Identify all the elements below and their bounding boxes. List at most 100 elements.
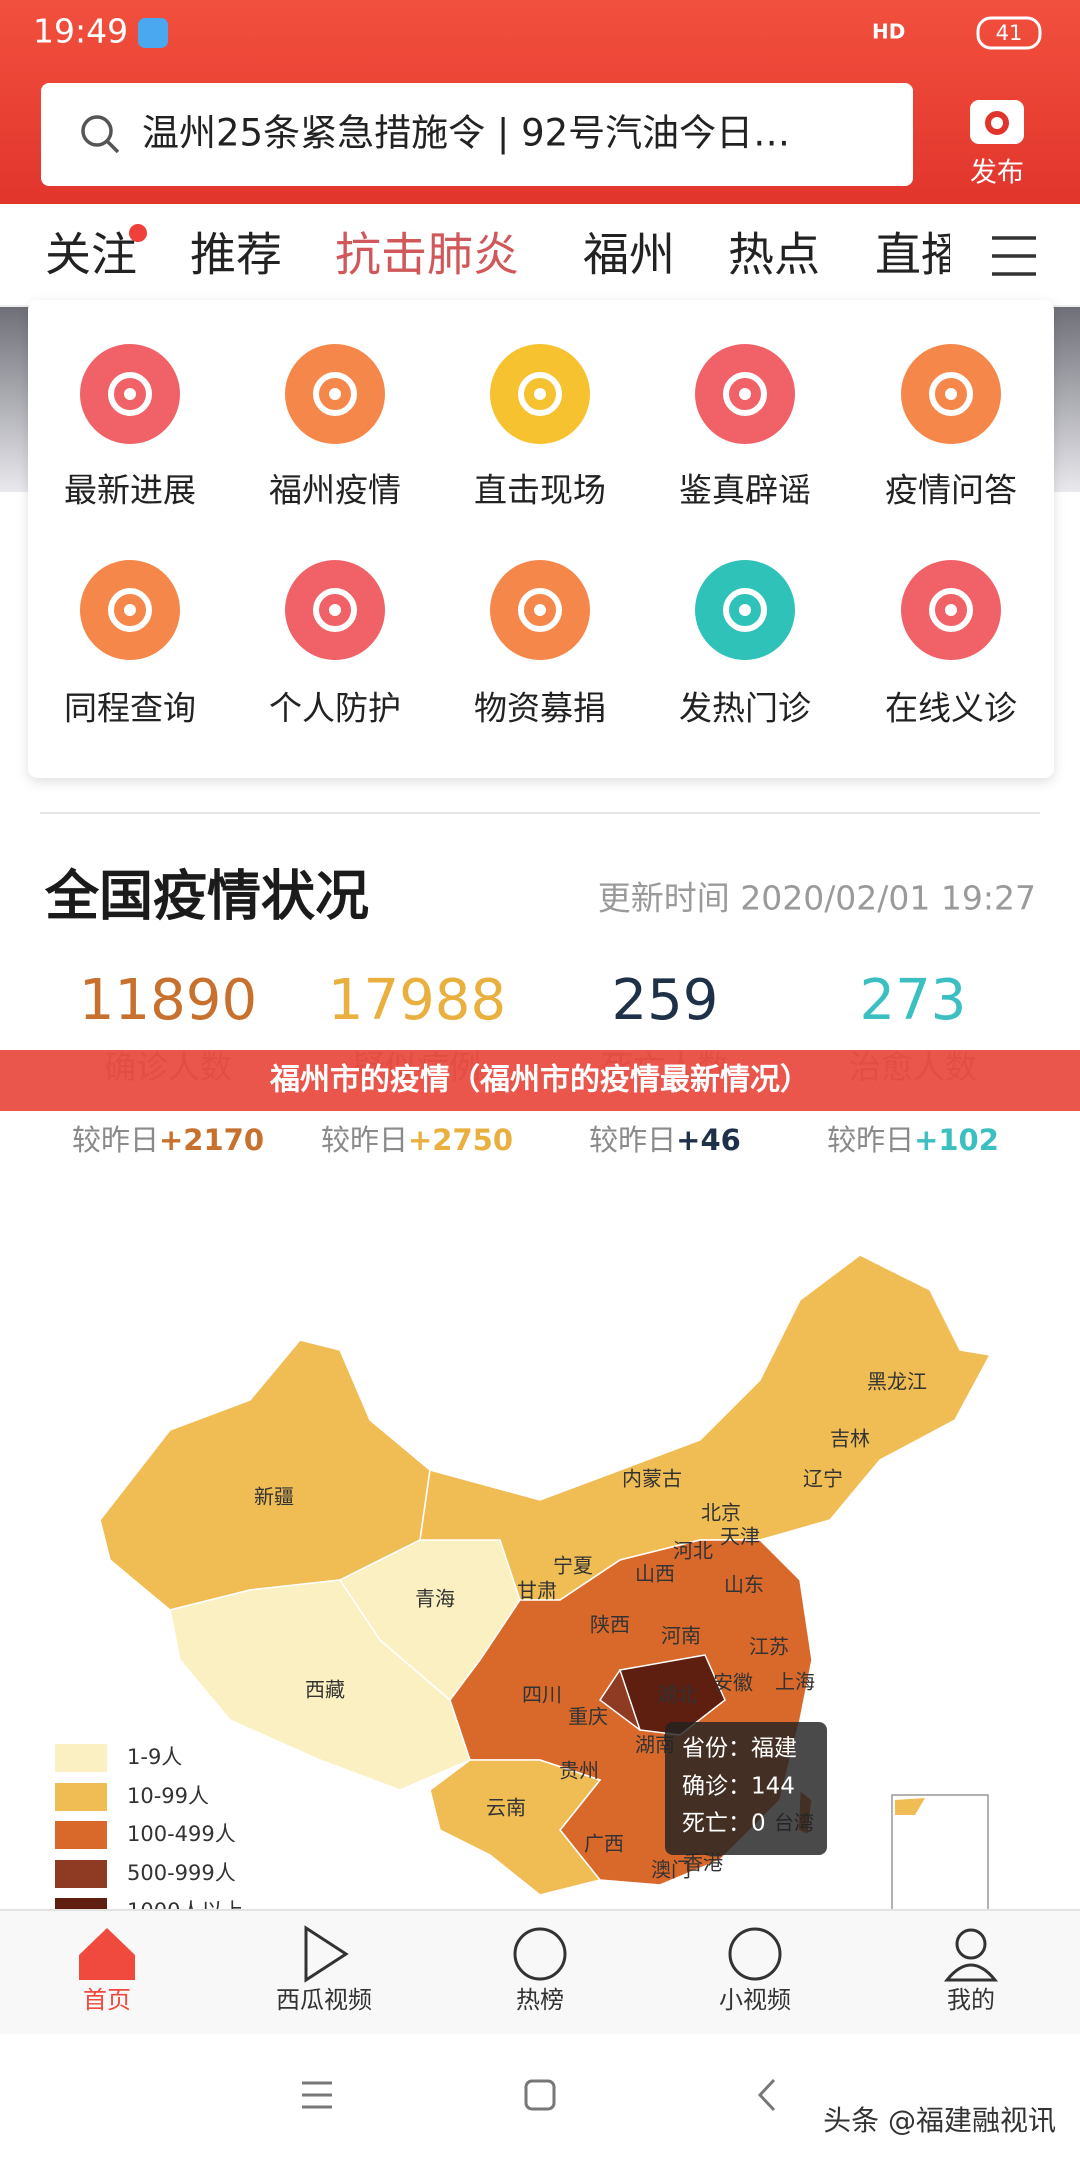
nav-icon <box>943 1963 999 1982</box>
legend-label: 500-999人 <box>127 1861 236 1885</box>
quick-link-glyph <box>945 388 957 400</box>
map-region <box>429 1759 602 1896</box>
nav-item[interactable]: 西瓜视频 <box>276 1925 372 2014</box>
quick-link-label[interactable]: 鉴真辟谣 <box>679 471 811 510</box>
quick-link[interactable]: 鉴真辟谣 <box>679 344 811 510</box>
quick-link-glyph <box>534 388 546 400</box>
system-menu-button[interactable] <box>302 2081 332 2109</box>
province-label: 青海 <box>415 1587 455 1611</box>
quick-link-card <box>28 300 1054 778</box>
province-label: 天津 <box>720 1525 760 1549</box>
stat-delta-label: 较昨日 <box>589 1123 676 1157</box>
quick-link[interactable]: 在线义诊 <box>885 560 1017 728</box>
quick-link-label[interactable]: 个人防护 <box>269 689 401 728</box>
quick-link-glyph <box>313 588 357 632</box>
quick-link-glyph <box>929 372 973 416</box>
stat-delta-value: +2750 <box>408 1123 513 1157</box>
quick-link[interactable]: 同程查询 <box>64 560 196 728</box>
province-label: 云南 <box>486 1796 526 1820</box>
quick-link[interactable]: 物资募捐 <box>474 560 606 728</box>
quick-link-glyph <box>534 604 546 616</box>
quick-link[interactable]: 发热门诊 <box>679 560 811 728</box>
quick-link-label[interactable]: 最新进展 <box>64 471 196 510</box>
quick-link-label[interactable]: 福州疫情 <box>269 471 401 510</box>
quick-link[interactable]: 直击现场 <box>474 344 606 510</box>
tab[interactable]: 推荐 <box>190 228 282 282</box>
quick-link-glyph <box>945 604 957 616</box>
map-tooltip <box>665 1722 827 1855</box>
publish-label[interactable]: 发布 <box>970 158 1024 189</box>
nav-label[interactable]: 小视频 <box>719 1986 791 2014</box>
quick-link-label[interactable]: 疫情问答 <box>885 471 1017 510</box>
tab[interactable]: 福州 <box>583 228 675 282</box>
quick-link-glyph <box>108 372 152 416</box>
overview-title: 全国疫情状况 <box>44 865 369 928</box>
tooltip-line: 确诊：144 <box>682 1774 795 1800</box>
quick-link-glyph <box>518 588 562 632</box>
banner <box>0 1050 1080 1111</box>
nav-label[interactable]: 西瓜视频 <box>276 1986 372 2014</box>
stat-value: 259 <box>612 968 719 1033</box>
quick-link[interactable]: 福州疫情 <box>269 344 401 510</box>
quick-link[interactable]: 最新进展 <box>64 344 196 510</box>
tab-bar <box>0 204 1080 306</box>
nav-label[interactable]: 首页 <box>83 1986 131 2014</box>
tab[interactable]: 直播 <box>875 228 967 282</box>
stat-value: 11890 <box>79 968 257 1033</box>
nav-label[interactable]: 我的 <box>947 1986 995 2014</box>
nav-item[interactable]: 小视频 <box>719 1927 791 2014</box>
quick-link-label[interactable]: 物资募捐 <box>474 689 606 728</box>
nav-item[interactable]: 首页 <box>79 1928 135 2014</box>
tab[interactable]: 关注 <box>45 228 137 282</box>
search-icon <box>105 139 120 154</box>
quick-link[interactable]: 个人防护 <box>269 560 401 728</box>
map-region <box>619 1654 726 1736</box>
quick-link[interactable]: 疫情问答 <box>885 344 1017 510</box>
system-back-button[interactable] <box>757 2078 776 2112</box>
nav-item[interactable]: 热榜 <box>513 1927 567 2014</box>
search-field[interactable] <box>41 83 913 186</box>
nav-icon <box>304 1925 349 1983</box>
legend-swatch <box>55 1860 107 1888</box>
province-label: 陕西 <box>590 1613 630 1637</box>
province-label: 江苏 <box>749 1635 789 1659</box>
province-label: 贵州 <box>559 1759 599 1783</box>
camera-lens <box>991 117 1003 129</box>
nav-label[interactable]: 热榜 <box>516 1986 564 2014</box>
quick-link-glyph <box>739 604 751 616</box>
quick-link-label[interactable]: 同程查询 <box>64 689 196 728</box>
quick-link-glyph <box>723 372 767 416</box>
banner-text: 福州市的疫情（福州市的疫情最新情况） <box>269 1063 810 1098</box>
stat-delta: 较昨日+46 <box>589 1123 741 1157</box>
quick-link-label[interactable]: 在线义诊 <box>885 689 1017 728</box>
publish-button[interactable]: 发布 <box>970 100 1024 189</box>
tab[interactable]: 抗击肺炎 <box>335 228 519 282</box>
quick-link-glyph <box>723 588 767 632</box>
nav-icon <box>728 1927 782 1981</box>
quick-link-label[interactable]: 直击现场 <box>474 471 606 510</box>
province-label: 河南 <box>661 1624 701 1648</box>
quick-link-glyph <box>124 604 136 616</box>
tab[interactable]: 热点 <box>728 228 820 282</box>
overview-updated: 更新时间 2020/02/01 19:27 <box>598 879 1036 918</box>
tooltip-line: 省份：福建 <box>682 1736 797 1762</box>
quick-link-glyph <box>124 388 136 400</box>
province-label: 湖北 <box>657 1683 697 1707</box>
system-home-button[interactable] <box>524 2079 556 2111</box>
search-text[interactable]: 温州25条紧急措施令 | 92号汽油今日… <box>142 112 790 155</box>
stat-value: 273 <box>860 968 967 1033</box>
nav-item[interactable]: 我的 <box>943 1928 999 2014</box>
stat-delta-label: 较昨日 <box>827 1123 914 1157</box>
quick-link-glyph <box>929 588 973 632</box>
stat-delta-label: 较昨日 <box>321 1123 408 1157</box>
system-nav <box>0 2034 1080 2160</box>
province-label: 辽宁 <box>803 1467 843 1491</box>
quick-link-label[interactable]: 发热门诊 <box>679 689 811 728</box>
quick-link-glyph <box>329 604 341 616</box>
search-box[interactable]: 温州25条紧急措施令 | 92号汽油今日… <box>41 83 913 186</box>
province-label: 甘肃 <box>517 1579 557 1603</box>
menu-button[interactable] <box>992 236 1036 276</box>
